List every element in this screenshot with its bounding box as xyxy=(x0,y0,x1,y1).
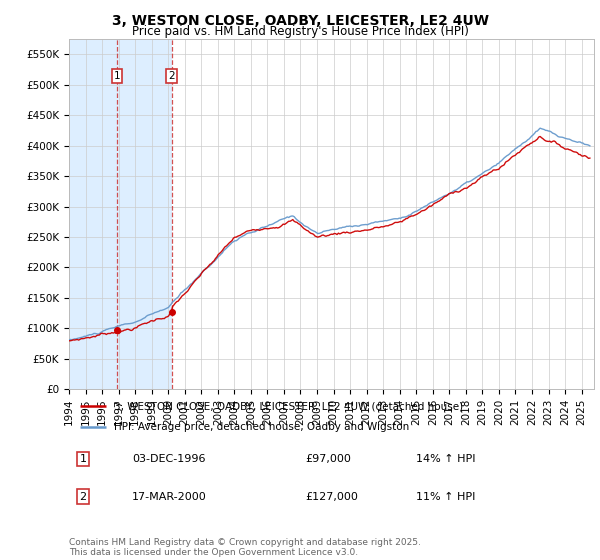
Text: 2: 2 xyxy=(169,71,175,81)
Text: 1: 1 xyxy=(79,454,86,464)
Text: £97,000: £97,000 xyxy=(305,454,351,464)
Text: 03-DEC-1996: 03-DEC-1996 xyxy=(132,454,205,464)
Text: 11% ↑ HPI: 11% ↑ HPI xyxy=(415,492,475,502)
Text: £127,000: £127,000 xyxy=(305,492,358,502)
Text: Contains HM Land Registry data © Crown copyright and database right 2025.
This d: Contains HM Land Registry data © Crown c… xyxy=(69,538,421,557)
Bar xyxy=(69,39,117,389)
Bar xyxy=(117,39,172,389)
Text: 1: 1 xyxy=(114,71,121,81)
Text: 3, WESTON CLOSE, OADBY, LEICESTER, LE2 4UW (detached house): 3, WESTON CLOSE, OADBY, LEICESTER, LE2 4… xyxy=(113,401,463,411)
Text: 2: 2 xyxy=(79,492,86,502)
Text: HPI: Average price, detached house, Oadby and Wigston: HPI: Average price, detached house, Oadb… xyxy=(113,422,409,432)
Text: 17-MAR-2000: 17-MAR-2000 xyxy=(132,492,207,502)
Text: Price paid vs. HM Land Registry's House Price Index (HPI): Price paid vs. HM Land Registry's House … xyxy=(131,25,469,38)
Text: 14% ↑ HPI: 14% ↑ HPI xyxy=(415,454,475,464)
Text: 3, WESTON CLOSE, OADBY, LEICESTER, LE2 4UW: 3, WESTON CLOSE, OADBY, LEICESTER, LE2 4… xyxy=(112,14,488,28)
